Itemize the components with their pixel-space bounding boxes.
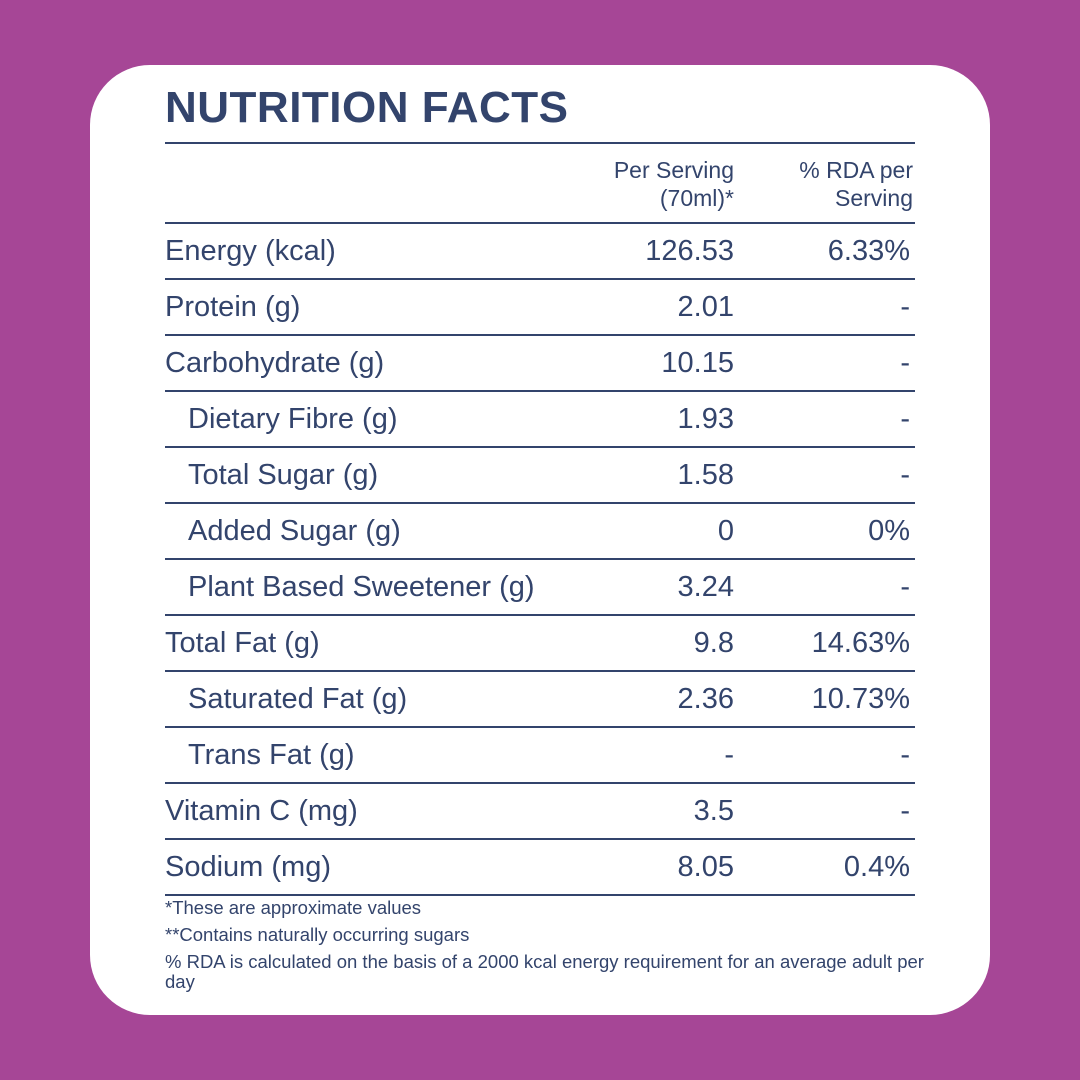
rda-value: - [900,347,910,379]
rda-value: - [900,459,910,491]
rda-value: - [900,291,910,323]
table-row: Total Fat (g) 9.8 14.63% [165,616,915,672]
nutrition-table: Per Serving (70ml)* % RDA per Serving En… [165,142,915,896]
table-row: Protein (g) 2.01 - [165,280,915,336]
nutrient-name: Energy (kcal) [165,235,336,267]
table-row: Energy (kcal) 126.53 6.33% [165,224,915,280]
table-row: Saturated Fat (g) 2.36 10.73% [165,672,915,728]
nutrient-name: Vitamin C (mg) [165,795,358,827]
table-row: Carbohydrate (g) 10.15 - [165,336,915,392]
nutrient-name: Total Fat (g) [165,627,320,659]
header-rda: % RDA per Serving [799,157,913,211]
table-row: Added Sugar (g) 0 0% [165,504,915,560]
table-row: Total Sugar (g) 1.58 - [165,448,915,504]
rda-value: 6.33% [827,235,910,267]
per-serving-value: 3.5 [693,795,734,827]
rda-value: - [900,571,910,603]
per-serving-value: - [724,739,734,771]
table-row: Trans Fat (g) - - [165,728,915,784]
per-serving-value: 2.36 [677,683,734,715]
rda-value: 0% [868,515,910,547]
rda-value: 10.73% [811,683,910,715]
rda-value: - [900,795,910,827]
per-serving-value: 2.01 [677,291,734,323]
rda-value: 14.63% [811,627,910,659]
per-serving-value: 8.05 [677,851,734,883]
rda-value: 0.4% [843,851,910,883]
page-title: NUTRITION FACTS [165,83,569,132]
per-serving-value: 126.53 [645,235,734,267]
per-serving-value: 0 [717,515,734,547]
header-per-serving: Per Serving (70ml)* [613,157,734,211]
nutrient-name: Added Sugar (g) [188,515,401,547]
nutrient-name: Total Sugar (g) [188,459,379,491]
nutrient-name: Saturated Fat (g) [188,683,408,715]
per-serving-value: 9.8 [693,627,734,659]
nutrient-name: Carbohydrate (g) [165,347,385,379]
nutrient-name: Sodium (mg) [165,851,331,883]
per-serving-value: 1.93 [677,403,734,435]
per-serving-value: 3.24 [677,571,734,603]
table-row: Plant Based Sweetener (g) 3.24 - [165,560,915,616]
nutrient-name: Protein (g) [165,291,301,323]
nutrient-name: Plant Based Sweetener (g) [188,571,535,603]
nutrition-card: NUTRITION FACTS Per Serving (70ml)* % RD… [90,65,990,1015]
footnote-natural-sugars: **Contains naturally occurring sugars [165,924,470,945]
rda-value: - [900,403,910,435]
table-row: Vitamin C (mg) 3.5 - [165,784,915,840]
footnote-approximate: *These are approximate values [165,897,422,918]
per-serving-value: 10.15 [661,347,734,379]
footnote-rda-basis: % RDA is calculated on the basis of a 20… [165,951,924,992]
per-serving-value: 1.58 [677,459,734,491]
table-row: Sodium (mg) 8.05 0.4% [165,840,915,896]
rda-value: - [900,739,910,771]
nutrient-name: Dietary Fibre (g) [188,403,398,435]
footnotes: *These are approximate values **Contains… [165,898,955,992]
nutrient-name: Trans Fat (g) [188,739,355,771]
table-header: Per Serving (70ml)* % RDA per Serving [165,144,915,224]
table-row: Dietary Fibre (g) 1.93 - [165,392,915,448]
